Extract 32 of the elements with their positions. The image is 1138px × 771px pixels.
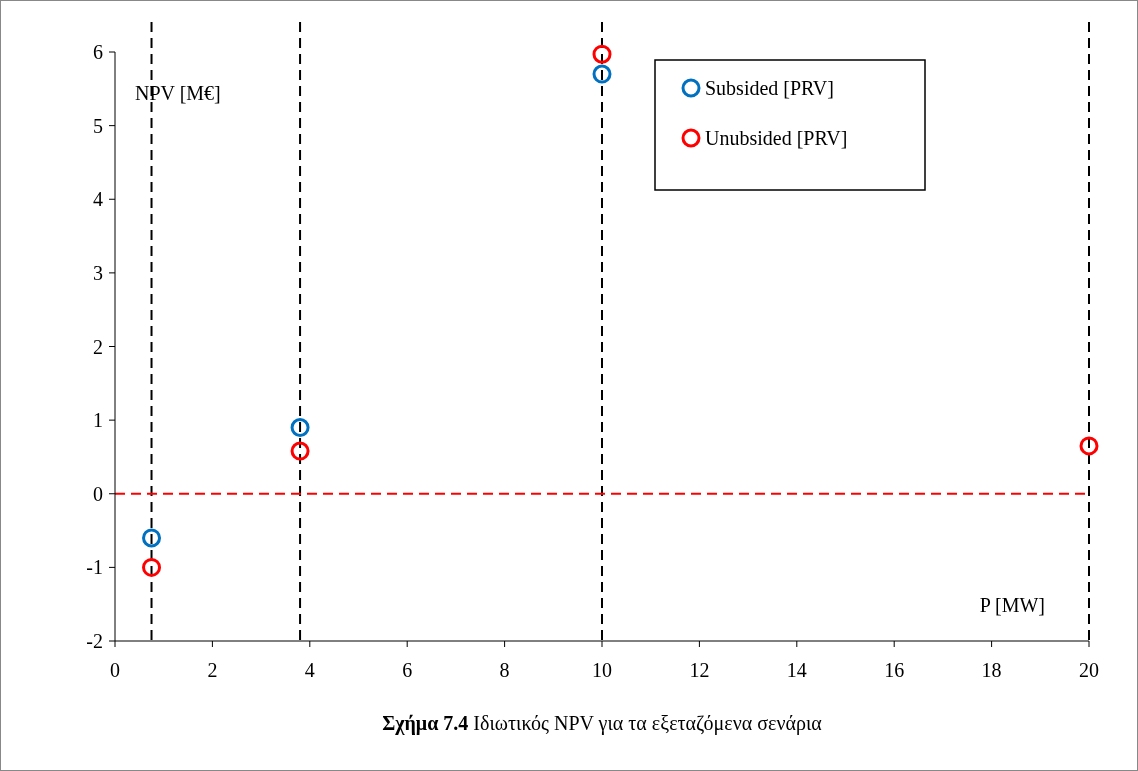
point — [592, 64, 612, 84]
x-tick-label: 6 — [402, 659, 413, 681]
point — [592, 44, 612, 64]
y-tick-label: 2 — [93, 335, 103, 358]
y-tick-label: 6 — [93, 41, 103, 63]
x-tick-label: 16 — [884, 659, 905, 681]
x-tick-label: 18 — [981, 659, 1002, 681]
x-tick-label: 8 — [499, 659, 510, 681]
x-tick-label: 4 — [304, 659, 315, 681]
y-tick-label: 4 — [93, 188, 103, 211]
y-tick-label: 3 — [93, 261, 103, 284]
x-tick-label: 14 — [786, 659, 807, 681]
y-tick-label: -1 — [86, 556, 103, 579]
legend-label: Subsided [PRV] — [705, 77, 834, 99]
y-axis-title: NPV [M€] — [135, 82, 221, 104]
point — [142, 528, 162, 548]
text: Σχήμα 7.4 Ιδιωτικός NPV για τα εξεταζόμενα σενάρια — [382, 712, 823, 735]
x-tick-label: 10 — [592, 659, 612, 681]
point — [290, 441, 310, 461]
y-tick-label: 1 — [93, 409, 103, 432]
x-tick-label: 12 — [689, 659, 710, 681]
x-axis-title: P [MW] — [979, 594, 1045, 616]
point — [142, 557, 162, 577]
point — [290, 418, 310, 437]
y-tick-label: 5 — [93, 114, 103, 137]
y-tick-label: -2 — [86, 630, 103, 652]
x-tick-label: 0 — [110, 659, 120, 681]
x-tick-label: 20 — [1079, 659, 1099, 681]
y-tick-label: 0 — [93, 482, 103, 505]
legend-label: Unubsided [PRV] — [705, 127, 848, 149]
x-tick-label: 2 — [207, 659, 218, 681]
point — [1079, 436, 1099, 456]
